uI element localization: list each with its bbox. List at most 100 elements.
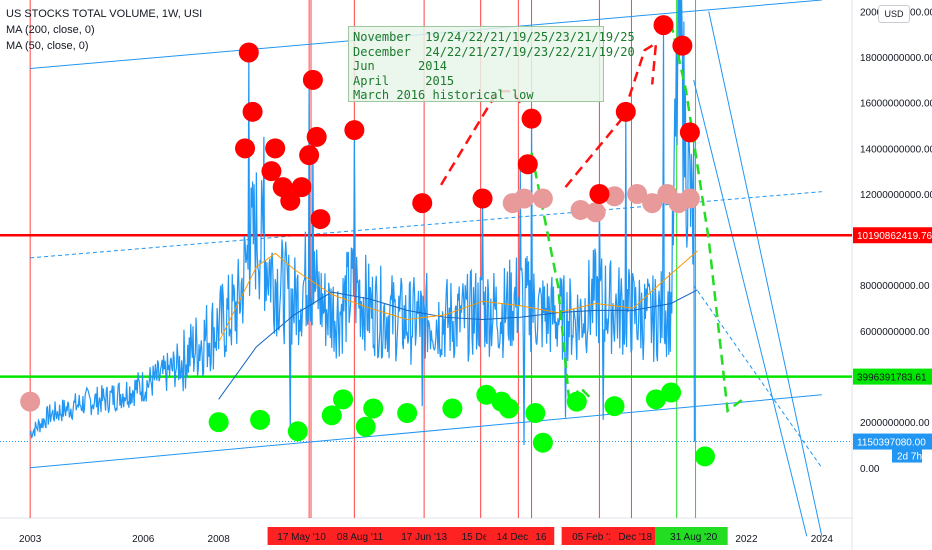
peak-marker <box>235 138 256 159</box>
red-zigzag-projection <box>564 41 658 188</box>
date-tag-box <box>267 527 336 545</box>
peak-marker <box>615 101 636 122</box>
low-marker <box>476 384 497 405</box>
secondary-marker <box>627 183 648 204</box>
secondary-marker <box>679 188 700 209</box>
low-marker <box>532 432 553 453</box>
level-tag-label: 1150397080.00 <box>857 438 926 449</box>
date-tag-label: 08 Aug '11 <box>337 532 384 543</box>
peak-marker <box>679 122 700 143</box>
note-line-december: December 24/22/21/27/19/23/22/21/19/20 <box>353 44 635 59</box>
y-tick-label: 8000000000.00 <box>860 281 930 292</box>
date-tag-label: 17 May '10 <box>277 532 326 543</box>
secondary-marker <box>514 188 535 209</box>
low-marker <box>442 398 463 419</box>
low-marker <box>604 396 625 417</box>
date-tag-label: 16 <box>535 532 547 543</box>
ma200-line <box>218 289 698 400</box>
low-marker <box>525 403 546 424</box>
low-marker <box>250 409 271 430</box>
note-line-april: April 2015 <box>353 73 455 88</box>
peak-marker <box>280 190 301 211</box>
low-marker <box>645 389 666 410</box>
date-tag-label: 31 Aug '20 <box>670 532 717 543</box>
peak-marker <box>291 177 312 198</box>
peak-marker <box>472 188 493 209</box>
green-zigzag-projection <box>530 152 593 405</box>
note-line-november: November 19/24/22/21/19/25/23/21/19/25 <box>353 30 635 44</box>
date-tag-box <box>659 527 728 545</box>
peak-marker <box>589 183 610 204</box>
level-tag-box <box>853 433 932 450</box>
peak-marker <box>521 108 542 129</box>
forecast-line <box>708 11 823 537</box>
low-marker <box>498 398 519 419</box>
forecast-line <box>693 79 808 537</box>
secondary-marker <box>570 199 591 220</box>
note-line-jun: Jun 2014 <box>353 59 447 73</box>
peak-marker <box>299 145 320 166</box>
low-marker <box>287 421 308 442</box>
peak-marker <box>302 69 323 90</box>
date-tag-box <box>530 527 551 545</box>
date-tag-label: Dec '18 <box>618 532 652 543</box>
date-tag-label: 15 Dec '1 <box>462 532 504 543</box>
date-tag-box <box>326 527 395 545</box>
x-tick-label: 2006 <box>132 534 155 545</box>
y-tick-label: 12000000000.00 <box>860 190 932 201</box>
annotation-note[interactable]: November 19/24/22/21/19/25/23/21/19/25 D… <box>348 26 635 102</box>
low-marker <box>333 389 354 410</box>
forecast-line <box>693 284 823 469</box>
channel-line <box>30 394 822 469</box>
peak-marker <box>261 161 282 182</box>
secondary-marker <box>585 202 606 223</box>
countdown-label: 2d 7h <box>897 452 922 463</box>
date-tag-label: 14 Dec '15 <box>496 532 544 543</box>
peak-marker <box>238 42 259 63</box>
peak-marker <box>344 120 365 141</box>
level-tag-label: 3996391783.61 <box>857 373 927 384</box>
y-tick-label: 16000000000.00 <box>860 99 932 110</box>
peak-marker <box>242 101 263 122</box>
peak-marker <box>265 138 286 159</box>
y-tick-label: 2000000000.00 <box>860 418 930 429</box>
secondary-marker <box>642 193 663 214</box>
y-tick-label: 6000000000.00 <box>860 327 930 338</box>
legend-ma200[interactable]: MA (200, close, 0) <box>6 24 95 36</box>
price-series-line <box>29 0 696 445</box>
chart-legend: US STOCKS TOTAL VOLUME, 1W, USI MA (200,… <box>6 6 202 54</box>
peak-marker <box>306 126 327 147</box>
low-marker <box>397 403 418 424</box>
peak-marker <box>672 35 693 56</box>
low-marker <box>321 405 342 426</box>
y-tick-label: 18000000000.00 <box>860 53 932 64</box>
low-marker <box>661 382 682 403</box>
level-tag-box <box>853 368 932 385</box>
secondary-marker <box>604 186 625 207</box>
date-tag-label: 05 Feb '18 <box>572 532 619 543</box>
x-tick-label: 2003 <box>19 534 42 545</box>
low-marker <box>363 398 384 419</box>
legend-title: US STOCKS TOTAL VOLUME, 1W, USI <box>6 8 203 20</box>
peak-marker <box>310 209 331 230</box>
low-marker <box>694 446 715 467</box>
date-tag-box <box>390 527 459 545</box>
level-tag-box <box>853 227 932 244</box>
y-tick-label: 0.00 <box>860 464 880 475</box>
y-tick-label: 14000000000.00 <box>860 144 932 155</box>
legend-ma50[interactable]: MA (50, close, 0) <box>6 40 89 52</box>
secondary-marker <box>20 391 41 412</box>
note-line-march: March 2016 historical low <box>353 88 534 102</box>
level-tag-label: 10190862419.76 <box>857 231 932 242</box>
ma50-line <box>218 250 698 343</box>
x-tick-label: 2008 <box>208 534 231 545</box>
peak-marker <box>412 193 433 214</box>
countdown-box <box>892 448 922 463</box>
peak-marker <box>653 15 674 36</box>
x-tick-label: 2024 <box>811 534 834 545</box>
secondary-marker <box>532 188 553 209</box>
low-marker <box>208 412 229 433</box>
date-tag-box <box>610 527 661 545</box>
currency-button[interactable]: USD <box>878 5 910 23</box>
date-tag-label: 17 Jun '13 <box>401 532 447 543</box>
